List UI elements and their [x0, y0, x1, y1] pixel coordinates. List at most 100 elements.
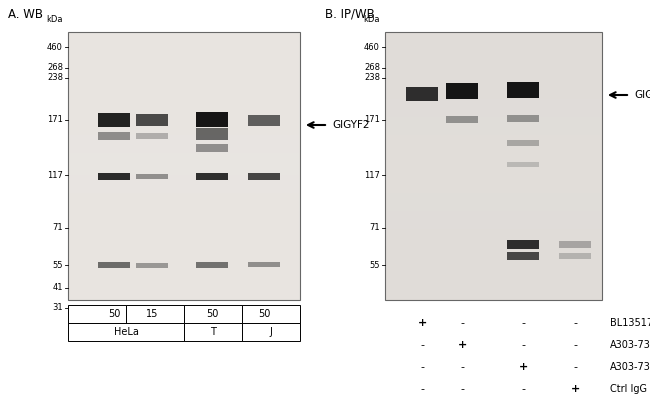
Text: 41: 41: [53, 284, 63, 292]
Bar: [385, 296, 602, 300]
Bar: [385, 117, 602, 122]
Bar: [68, 206, 300, 211]
Bar: [385, 242, 602, 246]
Text: 238: 238: [47, 73, 63, 83]
Bar: [385, 197, 602, 202]
Bar: [68, 287, 300, 291]
Bar: [68, 103, 300, 108]
Bar: [559, 253, 591, 259]
Bar: [68, 99, 300, 103]
Bar: [385, 95, 602, 99]
Bar: [136, 263, 168, 268]
Bar: [68, 237, 300, 242]
Bar: [385, 246, 602, 251]
Text: -: -: [573, 340, 577, 350]
Bar: [385, 260, 602, 264]
Text: 117: 117: [364, 170, 380, 180]
Bar: [385, 85, 602, 90]
Bar: [126, 305, 184, 323]
Bar: [385, 112, 602, 117]
Bar: [385, 287, 602, 291]
Text: 50: 50: [206, 309, 218, 319]
Bar: [68, 68, 300, 72]
Bar: [385, 291, 602, 296]
Text: kDa: kDa: [363, 16, 380, 24]
Bar: [68, 50, 300, 54]
Bar: [385, 237, 602, 242]
Text: BL13517: BL13517: [610, 318, 650, 328]
Text: 55: 55: [53, 261, 63, 269]
Bar: [68, 72, 300, 77]
Text: HeLa: HeLa: [114, 327, 138, 337]
Text: 71: 71: [369, 223, 380, 233]
Text: B. IP/WB: B. IP/WB: [325, 8, 375, 20]
Bar: [196, 128, 228, 140]
Bar: [68, 162, 300, 166]
Bar: [68, 41, 300, 45]
Bar: [68, 260, 300, 264]
Text: -: -: [460, 362, 464, 372]
Bar: [385, 277, 602, 282]
Text: 50: 50: [258, 309, 270, 319]
Bar: [507, 162, 539, 167]
Bar: [68, 122, 300, 126]
Bar: [559, 241, 591, 248]
Bar: [68, 81, 300, 85]
Bar: [385, 90, 602, 95]
Bar: [68, 130, 300, 135]
Text: A303-731A: A303-731A: [610, 340, 650, 350]
Bar: [68, 153, 300, 157]
Text: 71: 71: [53, 223, 63, 233]
Text: 171: 171: [47, 115, 63, 124]
Bar: [406, 87, 438, 101]
Bar: [385, 273, 602, 277]
Bar: [385, 63, 602, 68]
Bar: [196, 112, 228, 127]
Bar: [385, 211, 602, 215]
Bar: [248, 173, 280, 180]
Bar: [184, 323, 242, 341]
Bar: [196, 144, 228, 152]
Text: -: -: [420, 362, 424, 372]
Bar: [385, 108, 602, 112]
Bar: [98, 262, 130, 268]
Bar: [68, 224, 300, 229]
Bar: [68, 135, 300, 139]
Text: -: -: [521, 318, 525, 328]
Bar: [446, 116, 478, 123]
Bar: [385, 122, 602, 126]
Bar: [68, 139, 300, 144]
Text: -: -: [420, 340, 424, 350]
Bar: [68, 32, 300, 300]
Bar: [68, 264, 300, 269]
Bar: [68, 215, 300, 220]
Bar: [68, 77, 300, 81]
Bar: [385, 157, 602, 162]
Text: +: +: [519, 362, 528, 372]
Bar: [68, 175, 300, 179]
Text: 460: 460: [47, 43, 63, 51]
Bar: [68, 296, 300, 300]
Text: 268: 268: [364, 63, 380, 73]
Bar: [385, 233, 602, 237]
Bar: [385, 45, 602, 50]
Bar: [385, 77, 602, 81]
Bar: [242, 305, 300, 323]
Bar: [385, 130, 602, 135]
Bar: [68, 126, 300, 130]
Bar: [98, 113, 130, 127]
Bar: [385, 162, 602, 166]
Bar: [98, 132, 130, 140]
Text: T: T: [210, 327, 216, 337]
Bar: [385, 81, 602, 85]
Bar: [68, 242, 300, 246]
Bar: [68, 273, 300, 277]
Bar: [68, 85, 300, 90]
Bar: [385, 206, 602, 211]
Bar: [68, 246, 300, 251]
Bar: [68, 251, 300, 255]
Bar: [385, 54, 602, 59]
Bar: [68, 202, 300, 206]
Text: 50: 50: [108, 309, 120, 319]
Text: J: J: [270, 327, 272, 337]
